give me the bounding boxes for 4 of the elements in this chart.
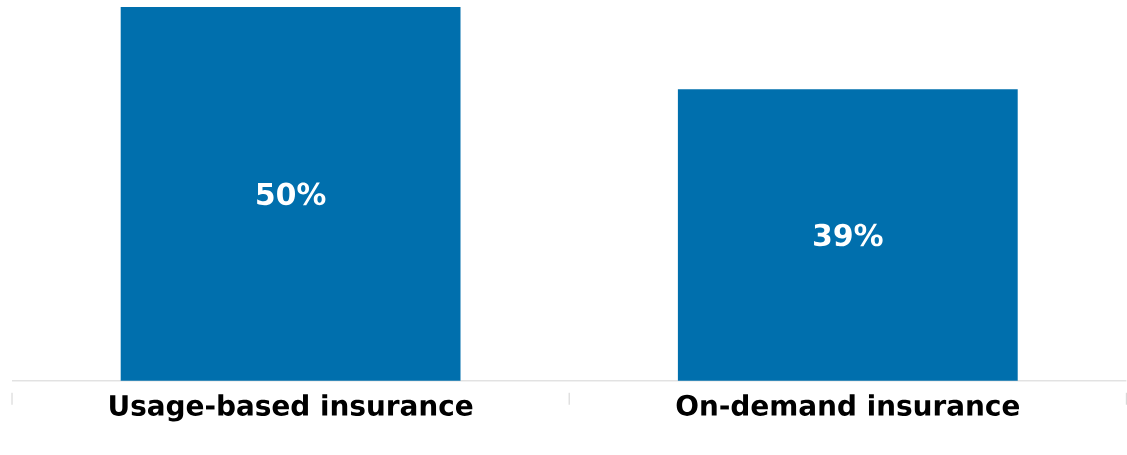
x-tick-label: Usage-based insurance xyxy=(110,394,473,422)
data-label: 39% xyxy=(814,223,883,247)
data-label: 50% xyxy=(257,182,326,206)
x-tick-label: On-demand insurance xyxy=(676,394,1019,416)
